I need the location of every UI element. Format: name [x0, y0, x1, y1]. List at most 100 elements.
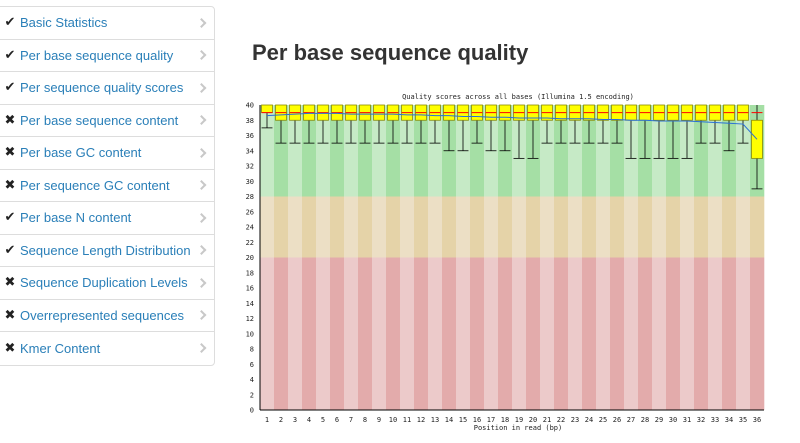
- fail-cross-icon: ✖: [4, 145, 16, 161]
- band-reasonable-col-23: [568, 196, 583, 258]
- box-position-8: [359, 104, 371, 144]
- band-poor-col-17: [484, 257, 499, 410]
- sidebar-item-label: Per base GC content: [20, 145, 142, 161]
- band-good-col-26: [610, 105, 625, 197]
- x-tick-label: 31: [683, 416, 691, 424]
- band-reasonable-col-21: [540, 196, 555, 258]
- sidebar-item-label: Per base N content: [20, 210, 132, 226]
- band-good-col-11: [400, 105, 415, 197]
- box-position-11: [401, 104, 413, 144]
- y-tick-label: 2: [250, 391, 254, 399]
- page-title: Per base sequence quality: [252, 40, 529, 65]
- x-tick-label: 5: [321, 416, 325, 424]
- sidebar-item-per-base-n-content[interactable]: ✔ Per base N content: [0, 202, 214, 235]
- box-position-33: [709, 104, 721, 144]
- sidebar-item-per-base-sequence-quality[interactable]: ✔ Per base sequence quality: [0, 40, 214, 72]
- chevron-right-icon: [196, 310, 207, 321]
- box-position-23: [569, 104, 581, 144]
- x-tick-label: 27: [627, 416, 635, 424]
- band-reasonable-col-24: [582, 196, 597, 258]
- x-tick-label: 3: [293, 416, 297, 424]
- sidebar-nav: ✔ Basic Statistics ✔ Per base sequence q…: [0, 6, 215, 366]
- band-reasonable-col-16: [470, 196, 485, 258]
- fail-cross-icon: ✖: [4, 177, 16, 193]
- band-poor-col-33: [708, 257, 723, 410]
- y-tick-label: 18: [246, 269, 254, 277]
- band-poor-col-8: [358, 257, 373, 410]
- sidebar-item-per-sequence-quality-scores[interactable]: ✔ Per sequence quality scores: [0, 72, 214, 105]
- sidebar-item-basic-statistics[interactable]: ✔ Basic Statistics: [0, 7, 214, 40]
- band-reasonable-col-1: [260, 196, 275, 258]
- band-poor-col-26: [610, 257, 625, 410]
- x-tick-label: 13: [431, 416, 439, 424]
- box-position-4: [303, 104, 315, 144]
- band-poor-col-5: [316, 257, 331, 410]
- sidebar-item-sequence-length-distribution[interactable]: ✔ Sequence Length Distribution: [0, 235, 214, 267]
- band-reasonable-col-15: [456, 196, 471, 258]
- fail-cross-icon: ✖: [4, 340, 16, 356]
- band-good-col-7: [344, 105, 359, 197]
- band-poor-col-15: [456, 257, 471, 410]
- band-poor-col-6: [330, 257, 345, 410]
- sidebar-item-per-sequence-gc-content[interactable]: ✖ Per sequence GC content: [0, 170, 214, 202]
- x-tick-label: 15: [459, 416, 467, 424]
- box-position-27: [625, 104, 637, 159]
- band-reasonable-col-14: [442, 196, 457, 258]
- sidebar-item-per-base-sequence-content[interactable]: ✖ Per base sequence content: [0, 105, 214, 137]
- box-position-32: [695, 104, 707, 144]
- pass-check-icon: ✔: [4, 210, 16, 226]
- chevron-right-icon: [196, 343, 207, 354]
- x-tick-label: 34: [725, 416, 733, 424]
- x-tick-label: 7: [349, 416, 353, 424]
- sidebar-item-label: Sequence Length Distribution: [20, 242, 191, 258]
- band-good-col-10: [386, 105, 401, 197]
- chevron-right-icon: [196, 50, 207, 61]
- sidebar-item-label: Per sequence quality scores: [20, 80, 184, 96]
- band-reasonable-col-6: [330, 196, 345, 258]
- band-poor-col-24: [582, 257, 597, 410]
- pass-check-icon: ✔: [4, 80, 16, 96]
- band-poor-col-27: [624, 257, 639, 410]
- box-position-26: [611, 104, 623, 144]
- box-position-9: [373, 104, 385, 144]
- band-reasonable-col-11: [400, 196, 415, 258]
- x-tick-label: 20: [529, 416, 537, 424]
- y-tick-label: 34: [246, 147, 254, 155]
- band-good-col-23: [568, 105, 583, 197]
- y-tick-label: 12: [246, 315, 254, 323]
- sidebar-item-kmer-content[interactable]: ✖ Kmer Content: [0, 332, 214, 365]
- band-reasonable-col-4: [302, 196, 317, 258]
- box-iqr: [751, 119, 763, 159]
- sidebar-item-per-base-gc-content[interactable]: ✖ Per base GC content: [0, 137, 214, 170]
- box-position-36: [751, 105, 763, 190]
- box-position-34: [723, 104, 735, 152]
- box-position-6: [331, 104, 343, 144]
- band-poor-col-13: [428, 257, 443, 410]
- box-position-19: [513, 104, 525, 159]
- x-tick-label: 16: [473, 416, 481, 424]
- band-good-col-8: [358, 105, 373, 197]
- box-position-13: [429, 104, 441, 144]
- box-position-7: [345, 104, 357, 144]
- sidebar-item-label: Per base sequence quality: [20, 47, 174, 63]
- band-poor-col-3: [288, 257, 303, 410]
- band-good-col-4: [302, 105, 317, 197]
- sidebar-item-label: Per sequence GC content: [20, 177, 170, 193]
- band-poor-col-20: [526, 257, 541, 410]
- pass-check-icon: ✔: [4, 242, 16, 258]
- sidebar-item-overrepresented-sequences[interactable]: ✖ Overrepresented sequences: [0, 300, 214, 332]
- fail-cross-icon: ✖: [4, 307, 16, 323]
- sidebar-item-label: Basic Statistics: [20, 15, 108, 31]
- x-tick-label: 35: [739, 416, 747, 424]
- x-tick-label: 1: [265, 416, 269, 424]
- sidebar-item-sequence-duplication-levels[interactable]: ✖ Sequence Duplication Levels: [0, 267, 214, 300]
- box-position-1: [261, 104, 273, 129]
- x-tick-label: 14: [445, 416, 453, 424]
- band-poor-col-4: [302, 257, 317, 410]
- band-poor-col-2: [274, 257, 289, 410]
- band-reasonable-col-34: [722, 196, 737, 258]
- x-tick-label: 19: [515, 416, 523, 424]
- band-reasonable-col-18: [498, 196, 513, 258]
- band-good-col-22: [554, 105, 569, 197]
- pass-check-icon: ✔: [4, 15, 16, 31]
